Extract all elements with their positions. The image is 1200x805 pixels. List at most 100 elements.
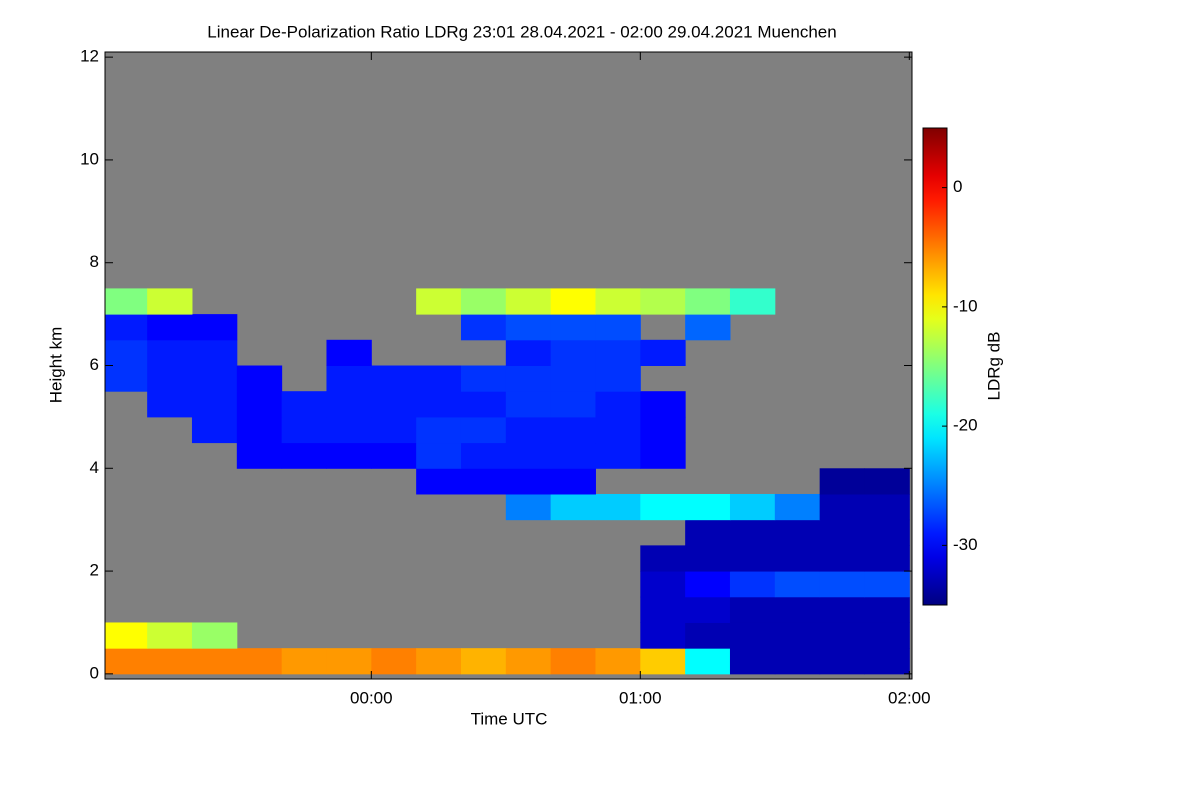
cell [281, 648, 327, 675]
cell [236, 416, 283, 444]
cell [505, 365, 552, 392]
cell [191, 314, 238, 341]
cell [819, 622, 865, 649]
cell [191, 339, 238, 366]
cell [147, 339, 193, 366]
cell [236, 442, 283, 469]
cell [774, 493, 821, 521]
cell [550, 468, 596, 495]
cell [774, 545, 821, 572]
cell [191, 416, 238, 444]
chart-title: Linear De-Polarization Ratio LDRg 23:01 … [207, 22, 836, 41]
cell [595, 493, 641, 521]
cell [505, 314, 552, 341]
cell [729, 571, 776, 598]
cell [729, 519, 776, 546]
cell [595, 416, 641, 444]
cell [685, 648, 731, 675]
cell [460, 648, 507, 675]
cells [105, 288, 910, 675]
cell [147, 314, 193, 341]
cell [147, 288, 193, 315]
cell [326, 416, 372, 444]
cell [505, 391, 552, 418]
cell [371, 416, 417, 444]
cell [460, 391, 507, 418]
x-axis-label: Time UTC [471, 709, 548, 728]
cell [326, 391, 372, 418]
cell [105, 339, 148, 366]
cell [371, 442, 417, 469]
cell [416, 442, 462, 469]
colorbar-tick-label: -20 [953, 416, 978, 435]
cell [819, 596, 865, 623]
colorbar-tick-label: 0 [953, 177, 962, 196]
cell [640, 571, 686, 598]
cell [550, 493, 596, 521]
cell [819, 648, 865, 675]
cell [505, 468, 552, 495]
cell [105, 622, 148, 649]
cell [281, 442, 327, 469]
cell [595, 391, 641, 418]
cell [550, 416, 596, 444]
cell [729, 288, 776, 315]
cell [416, 365, 462, 392]
cell [729, 596, 776, 623]
cell [505, 288, 552, 315]
cell [640, 416, 686, 444]
cell [864, 545, 910, 572]
cell [371, 648, 417, 675]
cell [281, 416, 327, 444]
cell [640, 442, 686, 469]
y-tick-label: 2 [90, 561, 99, 580]
y-tick-label: 10 [80, 149, 99, 168]
cell [147, 622, 193, 649]
cell [774, 648, 821, 675]
cell [640, 545, 686, 572]
cell [236, 391, 283, 418]
cell [640, 493, 686, 521]
cell [774, 596, 821, 623]
cell [595, 442, 641, 469]
cell [326, 442, 372, 469]
cell [326, 339, 372, 366]
cell [595, 314, 641, 341]
cell [105, 648, 148, 675]
y-tick-label: 8 [90, 252, 99, 271]
cell [147, 391, 193, 418]
x-tick-label: 02:00 [888, 688, 931, 707]
colorbar [922, 127, 948, 606]
cell [819, 571, 865, 598]
cell [685, 519, 731, 546]
cell [460, 314, 507, 341]
cell [550, 288, 596, 315]
cell [819, 493, 865, 521]
cell [774, 519, 821, 546]
cell [105, 314, 148, 341]
cell [147, 365, 193, 392]
cell [550, 339, 596, 366]
cell [595, 648, 641, 675]
cell [595, 288, 641, 315]
cell [819, 519, 865, 546]
cell [685, 596, 731, 623]
cell [416, 391, 462, 418]
cell [281, 391, 327, 418]
cell [191, 391, 238, 418]
cell [685, 493, 731, 521]
cell [729, 648, 776, 675]
y-axis-label: Height km [46, 327, 65, 404]
cell [326, 365, 372, 392]
cell [460, 416, 507, 444]
cell [640, 648, 686, 675]
cell [729, 622, 776, 649]
cell [460, 288, 507, 315]
cell [236, 365, 283, 392]
cell [864, 648, 910, 675]
cell [460, 365, 507, 392]
cell [685, 545, 731, 572]
cell [550, 648, 596, 675]
cell [640, 288, 686, 315]
